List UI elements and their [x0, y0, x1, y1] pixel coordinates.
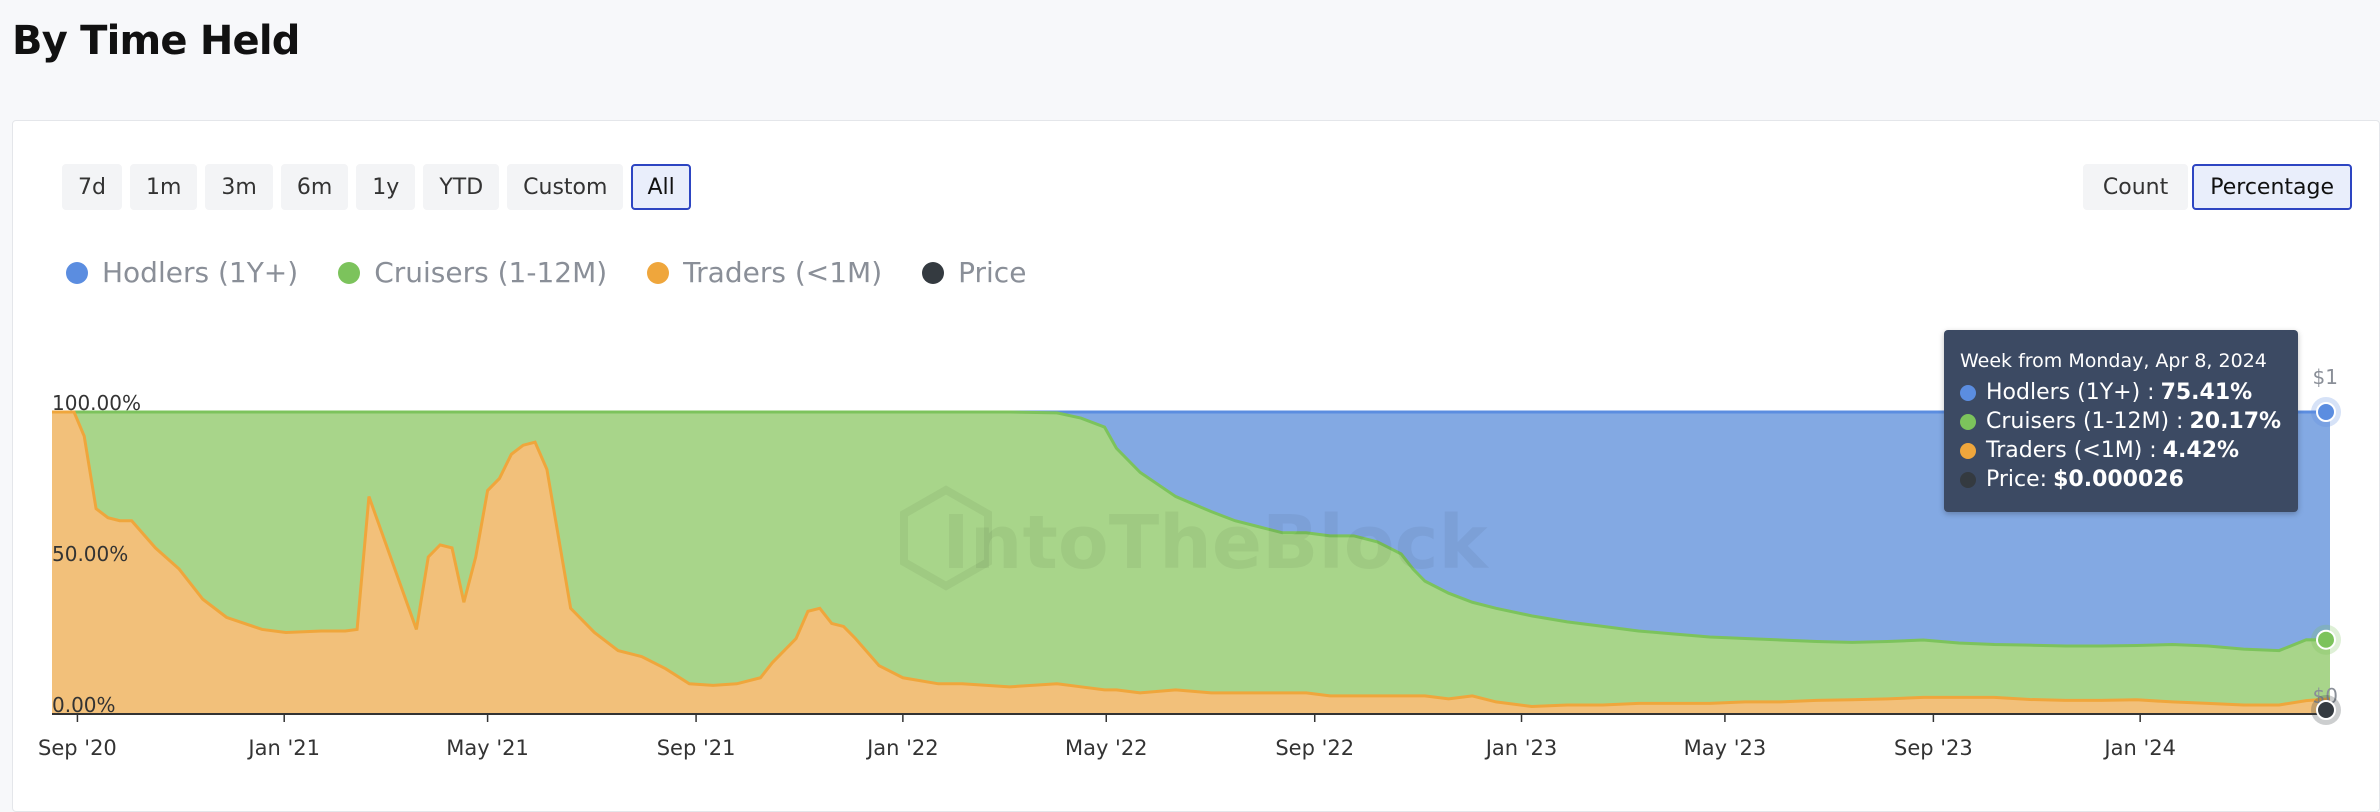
- series-line-cruisers: [52, 410, 2331, 653]
- tooltip-value: $0.000026: [2053, 467, 2184, 492]
- x-tick-label: May '21: [446, 736, 529, 760]
- legend-label-traders: Traders (<1M): [683, 256, 883, 289]
- legend-item-cruisers[interactable]: Cruisers (1-12M): [338, 256, 607, 289]
- percentage-mode-button[interactable]: Percentage: [2192, 164, 2352, 210]
- y-right-tick-label: $1: [2313, 365, 2338, 389]
- x-tick-label: Sep '22: [1275, 736, 1354, 760]
- tooltip-value: 4.42%: [2162, 438, 2240, 463]
- x-tick-label: Sep '21: [657, 736, 736, 760]
- series-area-traders: [52, 412, 2330, 714]
- x-tick-label: Jan '21: [246, 736, 320, 760]
- range-1y-button[interactable]: 1y: [356, 164, 416, 210]
- tooltip-header: Week from Monday, Apr 8, 2024: [1960, 350, 2267, 372]
- display-mode-toggle: Count Percentage: [2082, 164, 2352, 210]
- hover-marker-cruisers: [2316, 629, 2336, 650]
- range-1m-button[interactable]: 1m: [129, 164, 198, 210]
- chart-legend: Hodlers (1Y+) Cruisers (1-12M) Traders (…: [66, 256, 1026, 289]
- legend-label-cruisers: Cruisers (1-12M): [374, 256, 608, 289]
- legend-item-traders[interactable]: Traders (<1M): [647, 256, 882, 289]
- range-all-button[interactable]: All: [631, 164, 691, 210]
- watermark-logo-icon: [900, 485, 992, 591]
- x-tick-label: Sep '20: [38, 736, 117, 760]
- legend-item-price[interactable]: Price: [922, 256, 1026, 289]
- tooltip-label: Hodlers (1Y+) :: [1986, 380, 2155, 405]
- hover-marker-price: [2316, 700, 2336, 720]
- watermark-text: IntoTheBlock: [942, 500, 1489, 586]
- tooltip-label: Cruisers (1-12M) :: [1986, 409, 2184, 434]
- count-mode-button[interactable]: Count: [2082, 164, 2189, 210]
- tooltip-value: 20.17%: [2189, 409, 2282, 434]
- legend-dot-hodlers: [66, 261, 88, 284]
- x-tick-label: Jan '24: [2102, 736, 2176, 760]
- x-tick-label: Jan '22: [865, 736, 939, 760]
- legend-label-hodlers: Hodlers (1Y+): [102, 256, 299, 289]
- tooltip-label: Traders (<1M) :: [1986, 438, 2157, 463]
- tooltip-dot-price: [1960, 471, 1976, 488]
- series-area-cruisers: [52, 412, 2330, 707]
- hover-marker-hodlers: [2316, 402, 2336, 422]
- tooltip-row-hodlers: Hodlers (1Y+) : 75.41%: [1960, 378, 2298, 407]
- chart-tooltip: Week from Monday, Apr 8, 2024 Hodlers (1…: [1944, 330, 2298, 512]
- page-title: By Time Held: [12, 18, 300, 64]
- range-3m-button[interactable]: 3m: [205, 164, 273, 210]
- tooltip-row-traders: Traders (<1M) : 4.42%: [1960, 436, 2298, 465]
- range-7d-button[interactable]: 7d: [62, 164, 122, 210]
- legend-label-price: Price: [958, 256, 1027, 289]
- tooltip-dot-traders: [1960, 442, 1976, 459]
- tooltip-dot-cruisers: [1960, 413, 1976, 430]
- y-tick-label: 100.00%: [52, 391, 141, 415]
- time-range-selector: 7d 1m 3m 6m 1y YTD Custom All: [62, 164, 691, 210]
- legend-item-hodlers[interactable]: Hodlers (1Y+): [66, 256, 298, 289]
- legend-dot-price: [922, 261, 945, 284]
- series-line-traders: [52, 410, 2331, 708]
- series-area-hodlers: [52, 412, 2330, 651]
- x-tick-label: May '22: [1065, 736, 1148, 760]
- range-ytd-button[interactable]: YTD: [423, 164, 500, 210]
- x-tick-label: Sep '23: [1894, 736, 1973, 760]
- tooltip-label: Price:: [1986, 467, 2048, 492]
- tooltip-value: 75.41%: [2160, 380, 2253, 405]
- tooltip-dot-hodlers: [1960, 384, 1976, 401]
- y-tick-label: 50.00%: [52, 542, 128, 566]
- tooltip-row-price: Price: $0.000026: [1960, 465, 2298, 494]
- range-custom-button[interactable]: Custom: [507, 164, 624, 210]
- legend-dot-cruisers: [338, 261, 361, 284]
- tooltip-row-cruisers: Cruisers (1-12M) : 20.17%: [1960, 407, 2298, 436]
- x-tick-label: May '23: [1684, 736, 1767, 760]
- legend-dot-traders: [647, 261, 670, 284]
- x-tick-label: Jan '23: [1484, 736, 1558, 760]
- range-6m-button[interactable]: 6m: [280, 164, 349, 210]
